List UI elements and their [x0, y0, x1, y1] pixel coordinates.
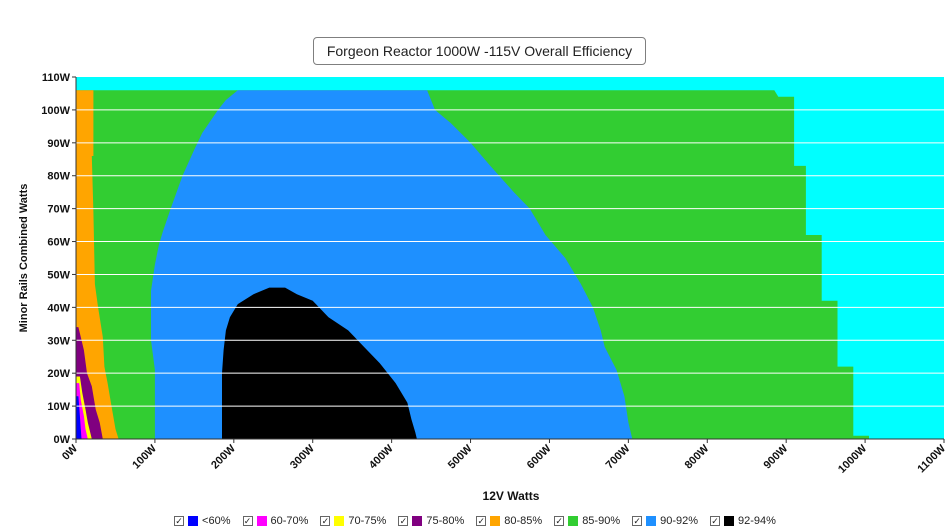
legend-checkbox[interactable]: ✓: [476, 516, 487, 526]
legend-item[interactable]: ✓ 75-80%: [398, 515, 464, 527]
x-tick-label: 900W: [761, 442, 790, 471]
region-60: [76, 396, 82, 439]
x-tick-label: 800W: [683, 442, 712, 471]
legend-item[interactable]: ✓ 85-90%: [554, 515, 620, 527]
y-axis-label: Minor Rails Combined Watts: [18, 184, 30, 333]
legend-item[interactable]: ✓ 60-70%: [242, 515, 309, 527]
legend-item[interactable]: ✓ <60%: [174, 515, 231, 527]
legend-label: 92-94%: [738, 515, 776, 527]
y-tick-label: 20W: [47, 368, 70, 380]
legend-checkbox[interactable]: ✓: [174, 516, 185, 526]
y-tick-label: 30W: [47, 335, 70, 347]
gridlines: [76, 109, 944, 407]
x-tick-label: 300W: [288, 442, 317, 471]
legend-item[interactable]: ✓ 80-85%: [476, 515, 542, 527]
legend-checkbox[interactable]: ✓: [554, 516, 565, 526]
y-tick-label: 50W: [47, 269, 70, 281]
x-tick-label: 1100W: [915, 442, 948, 475]
axis-lines: [75, 77, 944, 440]
y-tick-label: 70W: [47, 204, 70, 216]
y-tick-label: 100W: [41, 105, 70, 117]
y-tick-label: 110W: [42, 72, 71, 84]
legend-label: 80-85%: [504, 515, 543, 527]
legend-item[interactable]: ✓ 90-92%: [632, 515, 698, 527]
y-tick-label: 40W: [47, 302, 70, 314]
legend-checkbox[interactable]: ✓: [710, 516, 721, 526]
x-axis-label: 12V Watts: [483, 489, 540, 503]
plot-area: [76, 77, 944, 439]
x-tick-label: 600W: [525, 442, 554, 471]
legend-item[interactable]: ✓ 70-75%: [320, 515, 386, 527]
y-tick-label: 60W: [47, 237, 70, 249]
legend-label: 85-90%: [582, 515, 621, 527]
legend-swatch: [256, 516, 267, 526]
chart-title: Forgeon Reactor 1000W -115V Overall Effi…: [313, 37, 646, 65]
legend: ✓ <60% ✓ 60-70% ✓ 70-75% ✓ 75-80% ✓ 80-85% ✓ 85-90%…: [0, 513, 950, 529]
x-tick-label: 500W: [446, 442, 475, 471]
legend-checkbox[interactable]: ✓: [320, 516, 331, 526]
legend-swatch: [490, 516, 501, 526]
legend-swatch: [646, 516, 657, 526]
y-tick-label: 10W: [47, 401, 70, 413]
legend-checkbox[interactable]: ✓: [632, 516, 643, 526]
region-92-94: [222, 287, 417, 439]
legend-label: <60%: [202, 515, 231, 527]
y-tick-label: 90W: [47, 138, 70, 150]
x-tick-label: 1000W: [836, 442, 870, 476]
legend-label: 70-75%: [348, 515, 387, 527]
region-80-85: [76, 90, 119, 439]
legend-label: 75-80%: [426, 515, 465, 527]
y-tick-label: 80W: [47, 171, 70, 183]
x-tick-label: 100W: [130, 442, 159, 471]
legend-swatch: [412, 516, 423, 526]
legend-checkbox[interactable]: ✓: [242, 516, 253, 526]
legend-label: 90-92%: [660, 515, 699, 527]
legend-item[interactable]: ✓ 92-94%: [710, 515, 776, 527]
legend-swatch: [334, 516, 345, 526]
x-tick-label: 700W: [604, 442, 633, 471]
legend-swatch: [568, 516, 579, 526]
x-tick-label: 400W: [367, 442, 396, 471]
legend-checkbox[interactable]: ✓: [398, 516, 409, 526]
y-tick-label: 0W: [54, 434, 71, 446]
legend-label: 60-70%: [270, 515, 309, 527]
legend-swatch: [188, 516, 199, 526]
legend-swatch: [724, 516, 735, 526]
x-tick-label: 200W: [209, 442, 238, 471]
